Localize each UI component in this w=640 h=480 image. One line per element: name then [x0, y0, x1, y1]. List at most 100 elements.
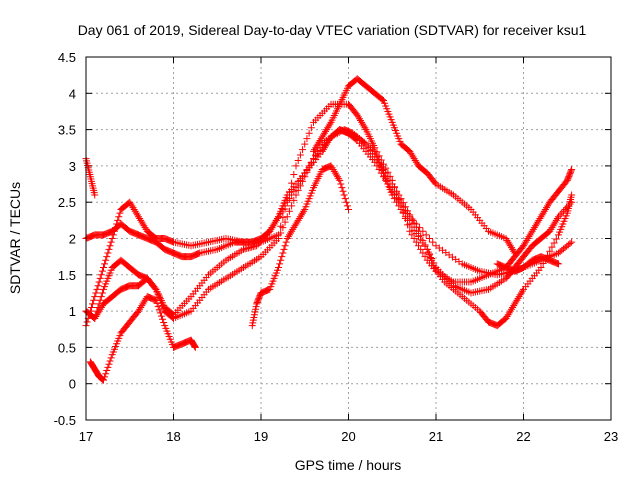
data-point [83, 318, 91, 326]
data-point [270, 220, 278, 228]
data-point [253, 242, 261, 250]
data-point [151, 284, 159, 292]
data-point [428, 254, 436, 262]
data-point [334, 173, 342, 181]
data-point [504, 238, 512, 246]
data-point [293, 218, 301, 226]
data-point [510, 247, 518, 255]
data-point [281, 242, 289, 250]
y-tick-label: 1.5 [58, 268, 76, 283]
data-point [105, 360, 113, 368]
data-point [401, 215, 409, 223]
data-point [294, 216, 302, 224]
data-point [106, 242, 114, 250]
data-point [322, 142, 330, 150]
data-point [546, 227, 554, 235]
data-point [502, 235, 510, 242]
data-point [96, 274, 104, 282]
data-point [97, 271, 105, 279]
data-point [152, 296, 160, 304]
data-point [91, 191, 99, 199]
data-point [292, 191, 300, 199]
data-point [269, 222, 277, 230]
series-track-7 [310, 75, 519, 257]
data-point [324, 124, 332, 132]
x-tick-label: 17 [79, 429, 93, 444]
data-point [256, 238, 264, 246]
data-point [138, 302, 146, 310]
data-point [325, 122, 333, 130]
data-point [404, 207, 412, 215]
data-point [90, 296, 98, 304]
data-point [539, 209, 547, 217]
data-point [334, 129, 342, 137]
data-point [259, 235, 267, 242]
data-point [566, 200, 574, 208]
data-point [408, 215, 416, 223]
data-point [275, 213, 282, 221]
data-point [529, 225, 537, 233]
y-tick-label: 3.5 [58, 123, 76, 138]
data-point [514, 294, 522, 302]
data-point [281, 202, 289, 210]
data-point [97, 303, 105, 311]
data-point [104, 363, 112, 371]
data-point [509, 303, 517, 311]
data-point [504, 311, 512, 319]
data-point [280, 245, 288, 253]
data-points [82, 75, 576, 384]
data-point [303, 168, 311, 176]
data-point [357, 117, 365, 125]
data-point [388, 180, 396, 188]
data-point [294, 186, 302, 194]
data-point [91, 314, 99, 322]
data-point [542, 204, 550, 212]
data-point [516, 291, 524, 299]
data-point [408, 151, 416, 159]
data-point [527, 229, 535, 237]
data-point [373, 148, 381, 156]
data-point [283, 198, 291, 206]
data-point [264, 229, 272, 237]
data-point [130, 205, 138, 213]
data-point [140, 222, 148, 230]
data-point [277, 256, 285, 264]
data-point [285, 231, 293, 239]
data-point [548, 224, 556, 232]
data-point [375, 152, 383, 160]
data-point [332, 171, 340, 179]
data-point [281, 218, 289, 226]
data-point [112, 224, 120, 232]
x-tick-label: 23 [604, 429, 618, 444]
data-point [335, 128, 343, 136]
data-point [533, 220, 541, 228]
x-tick-label: 22 [516, 429, 530, 444]
data-point [552, 216, 560, 224]
data-point [503, 313, 511, 321]
data-point [157, 312, 165, 320]
data-point [116, 209, 124, 217]
y-tick-label: -0.5 [54, 413, 76, 428]
data-point [128, 202, 136, 210]
data-point [511, 300, 519, 308]
data-point [417, 245, 425, 253]
series-track-2 [82, 100, 576, 330]
data-point [535, 216, 543, 224]
data-point [328, 164, 336, 172]
data-point [273, 215, 281, 223]
data-point [556, 211, 564, 219]
data-point [534, 218, 542, 226]
data-point [544, 202, 552, 210]
data-point [137, 216, 145, 224]
data-point [526, 231, 534, 239]
data-point [417, 232, 425, 240]
data-point [307, 159, 315, 167]
data-point [393, 187, 401, 195]
data-point [107, 354, 115, 362]
data-point [355, 115, 363, 123]
data-point [568, 238, 576, 246]
data-point [268, 224, 276, 232]
data-point [425, 250, 433, 258]
data-point [358, 118, 366, 126]
data-point [371, 144, 379, 152]
